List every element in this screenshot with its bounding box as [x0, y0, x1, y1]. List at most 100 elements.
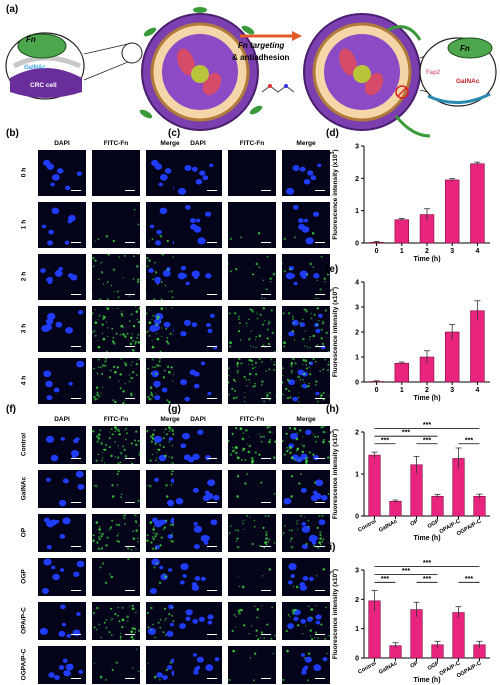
x-tick-label: 3 [450, 387, 454, 394]
row-label: OPA/P-C [20, 607, 28, 634]
scale-bar [71, 677, 81, 679]
y-tick-label: 0 [355, 380, 359, 387]
micrograph-fitc [92, 150, 140, 196]
micrograph-fitc [92, 306, 140, 352]
scale-bar [125, 633, 135, 635]
y-tick-label: 3 [355, 144, 359, 151]
micrograph-dapi [38, 306, 86, 352]
scale-bar [125, 293, 135, 295]
x-tick-label: GalNAc [378, 519, 399, 534]
column-header-merge: Merge [160, 140, 180, 147]
row-label: OP [20, 527, 28, 538]
x-tick-label: 4 [475, 248, 479, 255]
scale-bar [71, 589, 81, 591]
micrograph-merge [282, 150, 330, 196]
micrograph-fitc [92, 470, 140, 508]
x-tick-label: 2 [425, 387, 429, 394]
scale-bar [315, 677, 325, 679]
micrograph-dapi [38, 470, 86, 508]
row-label: 3 h [20, 323, 28, 334]
bar [394, 362, 410, 383]
micrograph-dapi [174, 646, 222, 684]
y-tick-label: 2 [355, 330, 359, 337]
column-header-dapi: DAPI [54, 416, 70, 423]
bar [389, 501, 402, 517]
significance-label: *** [381, 576, 389, 583]
y-tick-label: 1 [355, 472, 359, 479]
micrograph-dapi [38, 426, 86, 464]
schematic-diagram: Fn GalNAc CRC cell Fn targeting & antiad… [5, 7, 497, 138]
micrograph-merge [282, 514, 330, 552]
micrograph-fitc [228, 202, 276, 248]
micrograph-dapi [174, 150, 222, 196]
x-axis-label: Time (h) [413, 256, 440, 263]
micrograph-dapi [38, 558, 86, 596]
scale-bar [125, 589, 135, 591]
y-tick-label: 1 [355, 626, 359, 633]
bar [368, 454, 381, 517]
scale-bar [207, 633, 217, 635]
scale-bar [207, 457, 217, 459]
scale-bar [207, 677, 217, 679]
scale-bar [315, 345, 325, 347]
micrograph-fitc [228, 646, 276, 684]
scale-bar [315, 189, 325, 191]
micrograph-dapi [174, 602, 222, 640]
row-label: 0 h [20, 167, 28, 178]
micrograph-dapi [38, 202, 86, 248]
scale-bar [71, 293, 81, 295]
micrograph-fitc [228, 306, 276, 352]
bar [394, 219, 410, 244]
scale-bar [71, 457, 81, 459]
scale-bar [261, 677, 271, 679]
x-axis-label: Time (h) [413, 535, 440, 542]
scale-bar [125, 677, 135, 679]
x-tick-label: OP [409, 660, 419, 669]
bar [431, 495, 444, 517]
micrograph-fitc [92, 358, 140, 404]
micrograph-merge [282, 602, 330, 640]
micrograph-fitc [228, 514, 276, 552]
scale-bar [207, 241, 217, 243]
molecule-structure [261, 85, 295, 93]
x-tick-label: 1 [400, 248, 404, 255]
panel-h-label: (h) [326, 404, 339, 415]
scale-bar [261, 241, 271, 243]
galnac-left-label: GalNAc [24, 65, 46, 71]
scale-bar [315, 545, 325, 547]
x-tick-label: GalNAc [378, 661, 399, 676]
micrograph-fitc [228, 558, 276, 596]
column-header-fitc: FITC-Fn [103, 416, 129, 423]
bar [452, 612, 465, 659]
row-label: 4 h [20, 375, 28, 386]
scale-bar [71, 545, 81, 547]
scale-bar [261, 345, 271, 347]
column-header-merge: Merge [296, 416, 316, 423]
scale-bar [71, 345, 81, 347]
scale-bar [261, 589, 271, 591]
x-tick-label: 0 [375, 248, 379, 255]
micrograph-dapi [174, 202, 222, 248]
micrograph-fitc [92, 602, 140, 640]
significance-label: *** [402, 430, 410, 437]
y-tick-label: 0 [355, 656, 359, 663]
column-header-merge: Merge [160, 416, 180, 423]
micrograph-fitc [228, 426, 276, 464]
scale-bar [71, 397, 81, 399]
scale-bar [261, 189, 271, 191]
bar-chart-e: 0 1 2 3 4 0 1 2 3 4 Time (h) Fluorescence intensity… [330, 280, 490, 402]
bar [444, 179, 460, 244]
scale-bar [261, 397, 271, 399]
micrograph-fitc [92, 254, 140, 300]
micrograph-dapi [174, 358, 222, 404]
significance-label: *** [423, 560, 431, 567]
scale-bar [315, 589, 325, 591]
bar [470, 163, 485, 244]
micrograph-fitc [92, 202, 140, 248]
micrograph-fitc [228, 470, 276, 508]
scale-bar [125, 457, 135, 459]
panel-g-label: (g) [168, 404, 181, 415]
x-tick-label: Control [357, 660, 378, 675]
y-tick-label: 0 [355, 241, 359, 248]
